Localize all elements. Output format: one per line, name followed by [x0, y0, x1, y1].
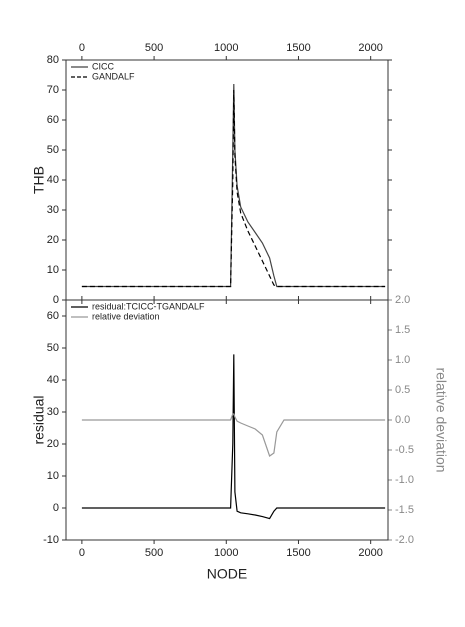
- y-tick-label: 10: [47, 470, 59, 482]
- x-tick-label: 2000: [358, 42, 382, 54]
- x-axis-label: NODE: [207, 566, 247, 582]
- y2-tick-label: 1.0: [395, 354, 410, 366]
- y-tick-label: 50: [47, 342, 59, 354]
- y-tick-label: 80: [47, 54, 59, 66]
- legend-label: CICC: [92, 61, 114, 71]
- y-tick-label: 40: [47, 374, 59, 386]
- y-tick-label: 60: [47, 310, 59, 322]
- series-line: [81, 413, 386, 457]
- y-tick-label: 70: [47, 84, 59, 96]
- y-tick-label: 40: [47, 174, 59, 186]
- y-axis-label: residual: [31, 395, 47, 444]
- x-tick-label: 0: [79, 42, 85, 54]
- x-tick-label: 500: [145, 547, 163, 559]
- y-axis-label: THB: [31, 166, 47, 194]
- legend-label: residual:TCICC-TGANDALF: [92, 301, 205, 311]
- x-tick-label: 500: [145, 42, 163, 54]
- x-tick-label: 2000: [358, 547, 382, 559]
- y2-tick-label: 0.5: [395, 384, 410, 396]
- y-tick-label: 20: [47, 234, 59, 246]
- y-tick-label: 30: [47, 204, 59, 216]
- x-tick-label: 0: [79, 547, 85, 559]
- x-tick-label: 1000: [214, 42, 238, 54]
- y2-tick-label: -1.5: [395, 504, 414, 516]
- y2-axis-label: relative deviation: [433, 367, 449, 472]
- y-tick-label: 20: [47, 438, 59, 450]
- series-line: [81, 89, 386, 288]
- y2-tick-label: -1.0: [395, 474, 414, 486]
- y2-tick-label: 1.5: [395, 324, 410, 336]
- y2-tick-label: -2.0: [395, 534, 414, 546]
- x-tick-label: 1500: [286, 42, 310, 54]
- y-tick-label: 0: [53, 294, 59, 306]
- y-tick-label: 60: [47, 114, 59, 126]
- legend-label: GANDALF: [92, 71, 135, 81]
- y2-tick-label: 2.0: [395, 294, 410, 306]
- series-line: [81, 354, 386, 520]
- y2-tick-label: -0.5: [395, 444, 414, 456]
- y-tick-label: 30: [47, 406, 59, 418]
- y2-tick-label: 0.0: [395, 414, 410, 426]
- plot-frame: [65, 299, 389, 541]
- legend-label: relative deviation: [92, 311, 160, 321]
- y-tick-label: 0: [53, 502, 59, 514]
- x-tick-label: 1000: [214, 547, 238, 559]
- y-tick-label: -10: [43, 534, 59, 546]
- y-tick-label: 50: [47, 144, 59, 156]
- y-tick-label: 10: [47, 264, 59, 276]
- x-tick-label: 1500: [286, 547, 310, 559]
